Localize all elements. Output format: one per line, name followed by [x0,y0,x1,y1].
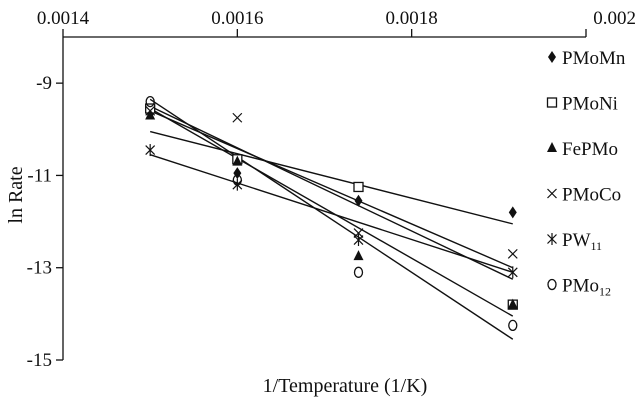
legend-label-subscript: 11 [591,239,603,253]
y-axis-title: ln Rate [5,166,27,223]
data-point [353,181,364,193]
data-point [353,234,364,247]
legend-label: PW11 [562,230,602,253]
trend-line [149,98,514,340]
legend-item: PMo12 [547,276,611,299]
data-point [232,155,243,166]
data-point [507,298,518,309]
legend-label: PMoCo [562,185,621,206]
legend-marker [547,278,557,291]
y-tick-label: -9 [36,73,52,94]
x-tick-label: 0.0016 [211,8,263,29]
data-point [145,105,156,116]
legend-label: PMoNi [562,94,618,115]
data-point [145,109,156,120]
data-point [232,174,242,186]
x-tick-label: 0.0014 [37,8,90,29]
legend-marker [547,142,557,152]
legend-item: PMoCo [547,185,621,206]
legend-item: PMoMn [548,48,626,69]
data-point [507,266,518,279]
legend-marker [547,233,557,245]
x-tick-label: 0.0018 [386,8,438,29]
legend-label: PMoMn [562,48,626,69]
data-point [233,167,242,180]
data-point [232,112,243,123]
x-axis-title: 1/Temperature (1/K) [263,375,428,397]
trend-line [149,110,514,269]
trend-line [149,130,513,225]
data-point [145,95,155,108]
legend-item: PMoNi [546,94,618,115]
x-tick-label: 0.002 [593,8,636,29]
trend-line [149,153,513,273]
legend-label: PMo12 [562,276,611,299]
legend-marker [548,51,556,63]
data-point [353,266,364,278]
data-point [353,250,364,261]
data-point [145,144,156,157]
legend-marker [546,97,558,108]
data-point [353,228,364,239]
data-point [507,248,518,259]
y-tick-label: -13 [27,258,52,279]
y-tick-label: -11 [27,165,52,186]
trend-line [149,107,514,317]
legend-marker [547,188,557,199]
data-point [508,206,517,219]
legend-label-subscript: 12 [599,285,611,299]
data-point [354,194,363,207]
legend-label: FePMo [562,139,618,160]
legend-item: FePMo [547,139,618,160]
trend-line [149,105,514,280]
legend-item: PW11 [547,230,602,253]
data-point [508,319,518,332]
y-tick-label: -15 [27,350,52,371]
